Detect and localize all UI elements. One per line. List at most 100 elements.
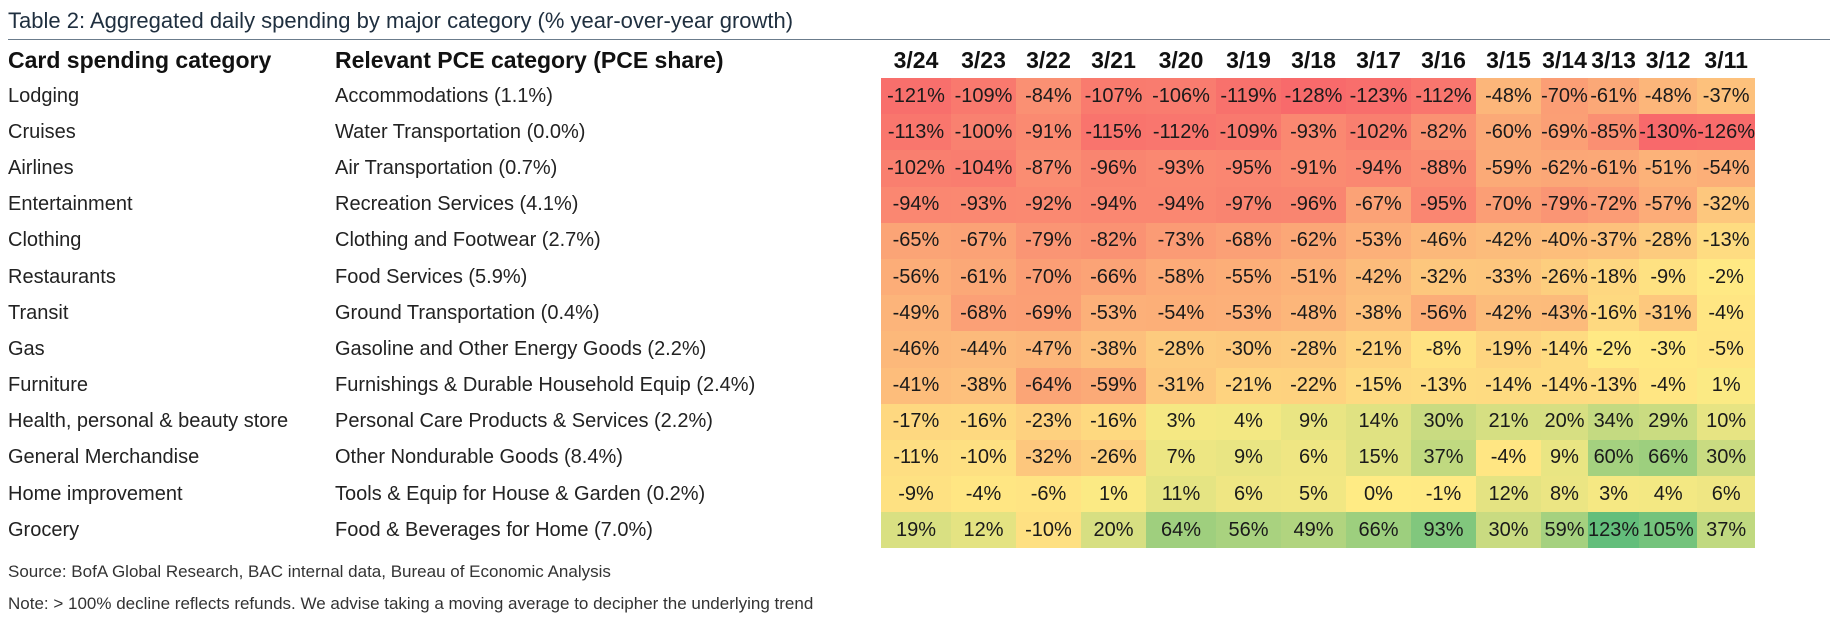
growth-value-cell: -69% xyxy=(1541,114,1588,151)
growth-value-cell: -68% xyxy=(951,295,1016,332)
growth-value-cell: -119% xyxy=(1216,78,1281,115)
header-date: 3/13 xyxy=(1591,47,1636,73)
growth-value-cell: 49% xyxy=(1281,512,1346,549)
growth-value-cell: -61% xyxy=(1588,78,1640,115)
growth-value-cell: 8% xyxy=(1541,476,1588,513)
growth-value-cell: -5% xyxy=(1697,331,1756,368)
category-cell: Furniture xyxy=(8,374,89,397)
growth-value-cell: 9% xyxy=(1281,403,1346,440)
growth-value-cell: -72% xyxy=(1588,186,1640,223)
growth-value-cell: 1% xyxy=(1697,367,1756,404)
growth-value-cell: -42% xyxy=(1476,295,1541,332)
growth-value-cell: -10% xyxy=(951,439,1016,477)
growth-value-cell: 30% xyxy=(1697,439,1756,477)
growth-value-cell: 4% xyxy=(1639,476,1698,513)
growth-value-cell: -14% xyxy=(1476,367,1541,404)
growth-value-cell: 11% xyxy=(1146,476,1216,513)
header-row: Card spending category Relevant PCE cate… xyxy=(8,43,1755,78)
growth-value-cell: -93% xyxy=(951,186,1016,223)
growth-value-cell: -48% xyxy=(1281,295,1346,332)
table-row: Health, personal & beauty store Personal … xyxy=(8,403,1756,440)
pce-category-cell: Furnishings & Durable Household Equip (2… xyxy=(335,374,756,397)
header-category: Card spending category xyxy=(8,47,272,73)
growth-value-cell: -14% xyxy=(1541,331,1588,368)
growth-value-cell: -84% xyxy=(1016,78,1081,115)
growth-value-cell: -1% xyxy=(1411,476,1476,513)
growth-value-cell: -57% xyxy=(1639,186,1698,223)
growth-value-cell: -79% xyxy=(1016,222,1081,259)
table-row: Transit Ground Transportation (0.4%) -49% -… xyxy=(8,295,1756,332)
growth-value-cell: -42% xyxy=(1346,258,1411,296)
growth-value-cell: -104% xyxy=(951,150,1016,187)
growth-value-cell: -37% xyxy=(1588,222,1640,259)
growth-value-cell: -62% xyxy=(1281,222,1346,259)
growth-value-cell: -79% xyxy=(1541,186,1588,223)
growth-value-cell: 30% xyxy=(1476,512,1541,549)
growth-value-cell: 64% xyxy=(1146,512,1216,549)
growth-value-cell: -16% xyxy=(951,403,1016,440)
growth-value-cell: 3% xyxy=(1146,403,1216,440)
growth-value-cell: -91% xyxy=(1281,150,1346,187)
growth-value-cell: -22% xyxy=(1281,367,1346,404)
pce-category-cell: Clothing and Footwear (2.7%) xyxy=(335,229,601,252)
table-row: General Merchandise Other Nondurable Good… xyxy=(8,439,1756,477)
header-date: 3/22 xyxy=(1026,47,1071,73)
category-cell: General Merchandise xyxy=(8,446,200,469)
growth-value-cell: -46% xyxy=(1411,222,1476,259)
growth-value-cell: -48% xyxy=(1639,78,1698,115)
growth-value-cell: -4% xyxy=(1476,439,1541,477)
growth-value-cell: -61% xyxy=(951,258,1016,296)
growth-value-cell: -106% xyxy=(1146,78,1216,115)
growth-value-cell: 66% xyxy=(1639,439,1698,477)
header-date: 3/15 xyxy=(1486,47,1531,73)
growth-value-cell: -2% xyxy=(1697,258,1756,296)
growth-value-cell: -14% xyxy=(1541,367,1588,404)
pce-category-cell: Personal Care Products & Services (2.2%) xyxy=(335,410,713,433)
header-date: 3/21 xyxy=(1091,47,1136,73)
growth-value-cell: -69% xyxy=(1016,295,1081,332)
growth-value-cell: -32% xyxy=(1411,258,1476,296)
growth-value-cell: -115% xyxy=(1081,114,1146,151)
growth-value-cell: 10% xyxy=(1697,403,1756,440)
growth-value-cell: -113% xyxy=(881,114,951,151)
source-note: Source: BofA Global Research, BAC intern… xyxy=(8,562,611,581)
table-row: Furniture Furnishings & Durable Household… xyxy=(8,367,1756,404)
growth-value-cell: -2% xyxy=(1588,331,1640,368)
growth-value-cell: -4% xyxy=(951,476,1016,513)
growth-value-cell: -68% xyxy=(1216,222,1281,259)
growth-value-cell: 93% xyxy=(1411,512,1476,549)
pce-category-cell: Ground Transportation (0.4%) xyxy=(335,301,600,324)
table-row: Grocery Food & Beverages for Home (7.0%) 1… xyxy=(8,512,1756,549)
growth-value-cell: -53% xyxy=(1081,295,1146,332)
table-body: Lodging Accommodations (1.1%) -121% -109% -8… xyxy=(8,78,1756,549)
table-row: Gas Gasoline and Other Energy Goods (2.2%… xyxy=(8,331,1756,368)
growth-value-cell: -112% xyxy=(1411,78,1476,115)
growth-value-cell: -6% xyxy=(1016,476,1081,513)
growth-value-cell: 9% xyxy=(1216,439,1281,477)
growth-value-cell: 37% xyxy=(1411,439,1476,477)
table-row: Entertainment Recreation Services (4.1%) -… xyxy=(8,186,1756,223)
pce-category-cell: Other Nondurable Goods (8.4%) xyxy=(335,446,623,469)
growth-value-cell: -64% xyxy=(1016,367,1081,404)
growth-value-cell: -54% xyxy=(1697,150,1756,187)
category-cell: Lodging xyxy=(8,84,80,107)
growth-value-cell: -31% xyxy=(1639,295,1698,332)
growth-value-cell: 0% xyxy=(1346,476,1411,513)
header-date: 3/17 xyxy=(1356,47,1401,73)
growth-value-cell: -13% xyxy=(1411,367,1476,404)
pce-category-cell: Gasoline and Other Energy Goods (2.2%) xyxy=(335,337,707,360)
growth-value-cell: 123% xyxy=(1588,512,1640,549)
growth-value-cell: -61% xyxy=(1588,150,1640,187)
growth-value-cell: 6% xyxy=(1216,476,1281,513)
growth-value-cell: -51% xyxy=(1639,150,1698,187)
growth-value-cell: -47% xyxy=(1016,331,1081,368)
growth-value-cell: -16% xyxy=(1081,403,1146,440)
growth-value-cell: -60% xyxy=(1476,114,1541,151)
spending-table: Card spending category Relevant PCE cate… xyxy=(8,43,1756,549)
growth-value-cell: -96% xyxy=(1281,186,1346,223)
growth-value-cell: -70% xyxy=(1541,78,1588,115)
header-date: 3/20 xyxy=(1158,47,1204,73)
category-cell: Gas xyxy=(8,337,45,360)
growth-value-cell: -94% xyxy=(1146,186,1216,223)
header-pce: Relevant PCE category (PCE share) xyxy=(335,47,724,73)
